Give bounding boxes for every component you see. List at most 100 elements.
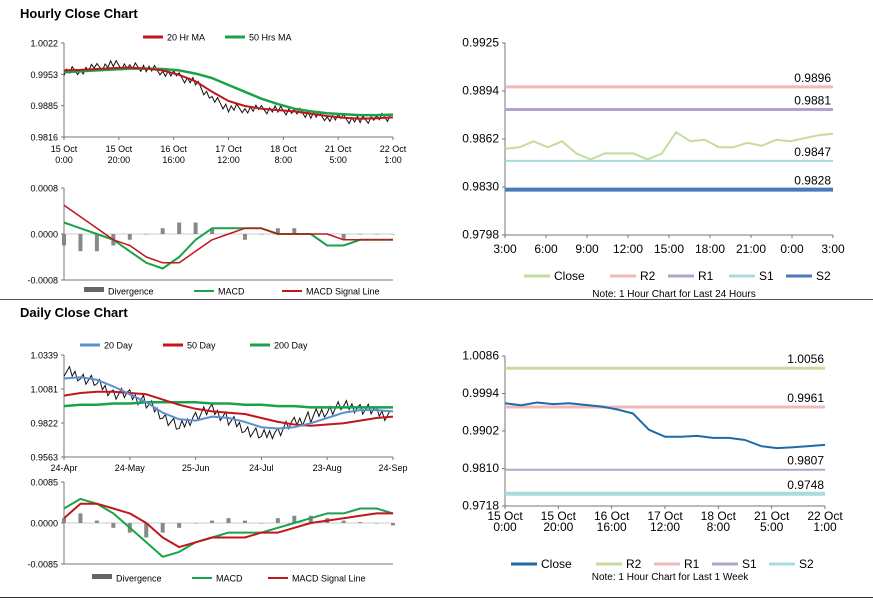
- daily-price-xtick-label: 24-Jul: [249, 463, 274, 473]
- daily-levels-xtick-label: 8:00: [707, 520, 731, 534]
- daily-divergence-bar: [308, 515, 313, 523]
- hourly-legend-divergence-label: Divergence: [108, 287, 154, 297]
- daily-levels-xtick-label: 5:00: [760, 520, 784, 534]
- daily-signal-line: [63, 502, 393, 549]
- daily-divergence-bar: [358, 522, 363, 523]
- hourly-divergence-bar: [144, 234, 149, 235]
- daily-levels-level-s2-label: 0.9748: [787, 478, 824, 492]
- hourly-legend-20hr-label: 20 Hr MA: [167, 33, 205, 43]
- hourly-divergence-bar: [242, 234, 247, 240]
- hourly-divergence-bar: [358, 234, 363, 235]
- daily-price-xtick-label: 24-Sep: [378, 463, 407, 473]
- daily-divergence-bar: [62, 518, 66, 523]
- hourly-levels-legend-s1-label: S1: [759, 269, 774, 283]
- daily-divergence-bar: [391, 523, 395, 526]
- hourly-price-xtick-label: 16:00: [162, 155, 185, 165]
- bottom-divider: [0, 597, 873, 598]
- hourly-levels-level-s2-label: 0.9828: [794, 174, 831, 188]
- daily-price-ytick-label: 0.9822: [30, 419, 58, 429]
- daily-divergence-bar: [111, 523, 116, 528]
- daily-divergence-bar: [78, 513, 83, 523]
- daily-levels-close-line: [504, 401, 826, 450]
- daily-price-ytick-label: 0.9563: [30, 453, 58, 463]
- hourly-levels-level-r1-label: 0.9881: [794, 94, 831, 108]
- daily-legend-divergence-swatch: [92, 574, 112, 579]
- daily-divergence-bar: [259, 523, 264, 524]
- daily-200day-ma-line: [63, 400, 393, 409]
- hourly-section-title: Hourly Close Chart: [20, 6, 138, 21]
- hourly-20hr-ma-line: [63, 66, 394, 120]
- daily-price-xtick-label: 24-May: [115, 463, 146, 473]
- hourly-levels-ytick-label: 0.9862: [462, 132, 499, 146]
- daily-legend-signal-label: MACD Signal Line: [292, 574, 366, 584]
- daily-levels-xtick-label: 15 Oct: [487, 509, 523, 523]
- hourly-levels-level-s1-label: 0.9847: [794, 145, 831, 159]
- hourly-levels-ytick-label: 0.9894: [462, 84, 499, 98]
- daily-levels-legend-r2-label: R2: [626, 557, 642, 571]
- hourly-macd-ytick-label: -0.0008: [27, 276, 58, 286]
- hourly-price-xtick-label: 15 Oct: [106, 144, 133, 154]
- daily-divergence-bar: [341, 520, 346, 523]
- hourly-macd-line: [63, 221, 393, 270]
- hourly-levels-xtick-label: 21:00: [736, 242, 766, 256]
- hourly-levels-legend-r1-label: R1: [698, 269, 714, 283]
- hourly-price-xtick-label: 5:00: [329, 155, 347, 165]
- daily-divergence-bar: [292, 515, 297, 523]
- hourly-price-ytick-label: 0.9885: [30, 101, 58, 111]
- hourly-divergence-bar: [259, 234, 264, 235]
- hourly-levels-note: Note: 1 Hour Chart for Last 24 Hours: [592, 289, 755, 300]
- hourly-legend-signal-label: MACD Signal Line: [306, 287, 380, 297]
- daily-50day-ma-line: [63, 390, 394, 427]
- daily-levels-xtick-label: 16:00: [597, 520, 627, 534]
- hourly-levels-xtick-label: 9:00: [575, 242, 599, 256]
- daily-levels-legend-s2-label: S2: [799, 557, 814, 571]
- hourly-divergence-bar: [292, 228, 297, 234]
- daily-price-xtick-label: 25-Jun: [182, 463, 210, 473]
- daily-divergence-bar: [374, 523, 379, 524]
- hourly-divergence-bar: [177, 222, 182, 234]
- hourly-divergence-bar: [210, 228, 215, 234]
- daily-levels-ytick-label: 1.0086: [462, 349, 499, 363]
- hourly-levels-ytick-label: 0.9830: [462, 180, 499, 194]
- hourly-price-ytick-label: 0.9816: [30, 133, 58, 143]
- daily-20day-ma-line: [63, 376, 394, 430]
- daily-legend-macd-label: MACD: [216, 574, 243, 584]
- daily-macd-ytick-label: -0.0085: [27, 560, 58, 570]
- daily-levels-xtick-label: 12:00: [650, 520, 680, 534]
- daily-levels-legend-close-label: Close: [541, 557, 572, 571]
- daily-levels-ytick-label: 0.9718: [462, 499, 499, 513]
- hourly-price-xtick-label: 18 Oct: [270, 144, 297, 154]
- daily-levels-ytick-label: 0.9810: [462, 461, 499, 475]
- daily-levels-legend-s1-label: S1: [742, 557, 757, 571]
- hourly-levels-legend-close-label: Close: [554, 269, 585, 283]
- hourly-levels-xtick-label: 3:00: [493, 242, 517, 256]
- hourly-price-xtick-label: 12:00: [217, 155, 240, 165]
- hourly-levels-xtick-label: 3:00: [821, 242, 845, 256]
- hourly-divergence-bar: [127, 234, 132, 240]
- hourly-legend-macd-label: MACD: [218, 287, 245, 297]
- daily-levels-xtick-label: 17 Oct: [647, 509, 683, 523]
- hourly-50hr-ma-line: [63, 67, 394, 117]
- hourly-divergence-bar: [160, 228, 165, 234]
- hourly-price-ytick-label: 0.9953: [30, 70, 58, 80]
- hourly-price-xtick-label: 15 Oct: [51, 144, 78, 154]
- daily-divergence-bar: [226, 518, 231, 523]
- daily-legend-divergence-label: Divergence: [116, 574, 162, 584]
- daily-levels-level-r1-label: 0.9961: [787, 391, 824, 405]
- daily-levels-level-r2-label: 1.0056: [787, 352, 824, 366]
- hourly-price-xtick-label: 17 Oct: [215, 144, 242, 154]
- hourly-price-xtick-label: 8:00: [275, 155, 293, 165]
- daily-macd-ytick-label: 0.0000: [30, 519, 58, 529]
- hourly-levels-ytick-label: 0.9925: [462, 36, 499, 50]
- hourly-levels-xtick-label: 12:00: [613, 242, 643, 256]
- hourly-price-xtick-label: 21 Oct: [325, 144, 352, 154]
- daily-divergence-bar: [242, 520, 247, 523]
- daily-price-ytick-label: 1.0339: [30, 351, 58, 361]
- hourly-levels-xtick-label: 18:00: [695, 242, 725, 256]
- hourly-levels-close-line: [504, 131, 834, 161]
- daily-divergence-bar: [160, 523, 165, 533]
- daily-levels-xtick-label: 0:00: [493, 520, 517, 534]
- daily-macd-line: [63, 497, 394, 558]
- daily-levels-xtick-label: 18 Oct: [701, 509, 737, 523]
